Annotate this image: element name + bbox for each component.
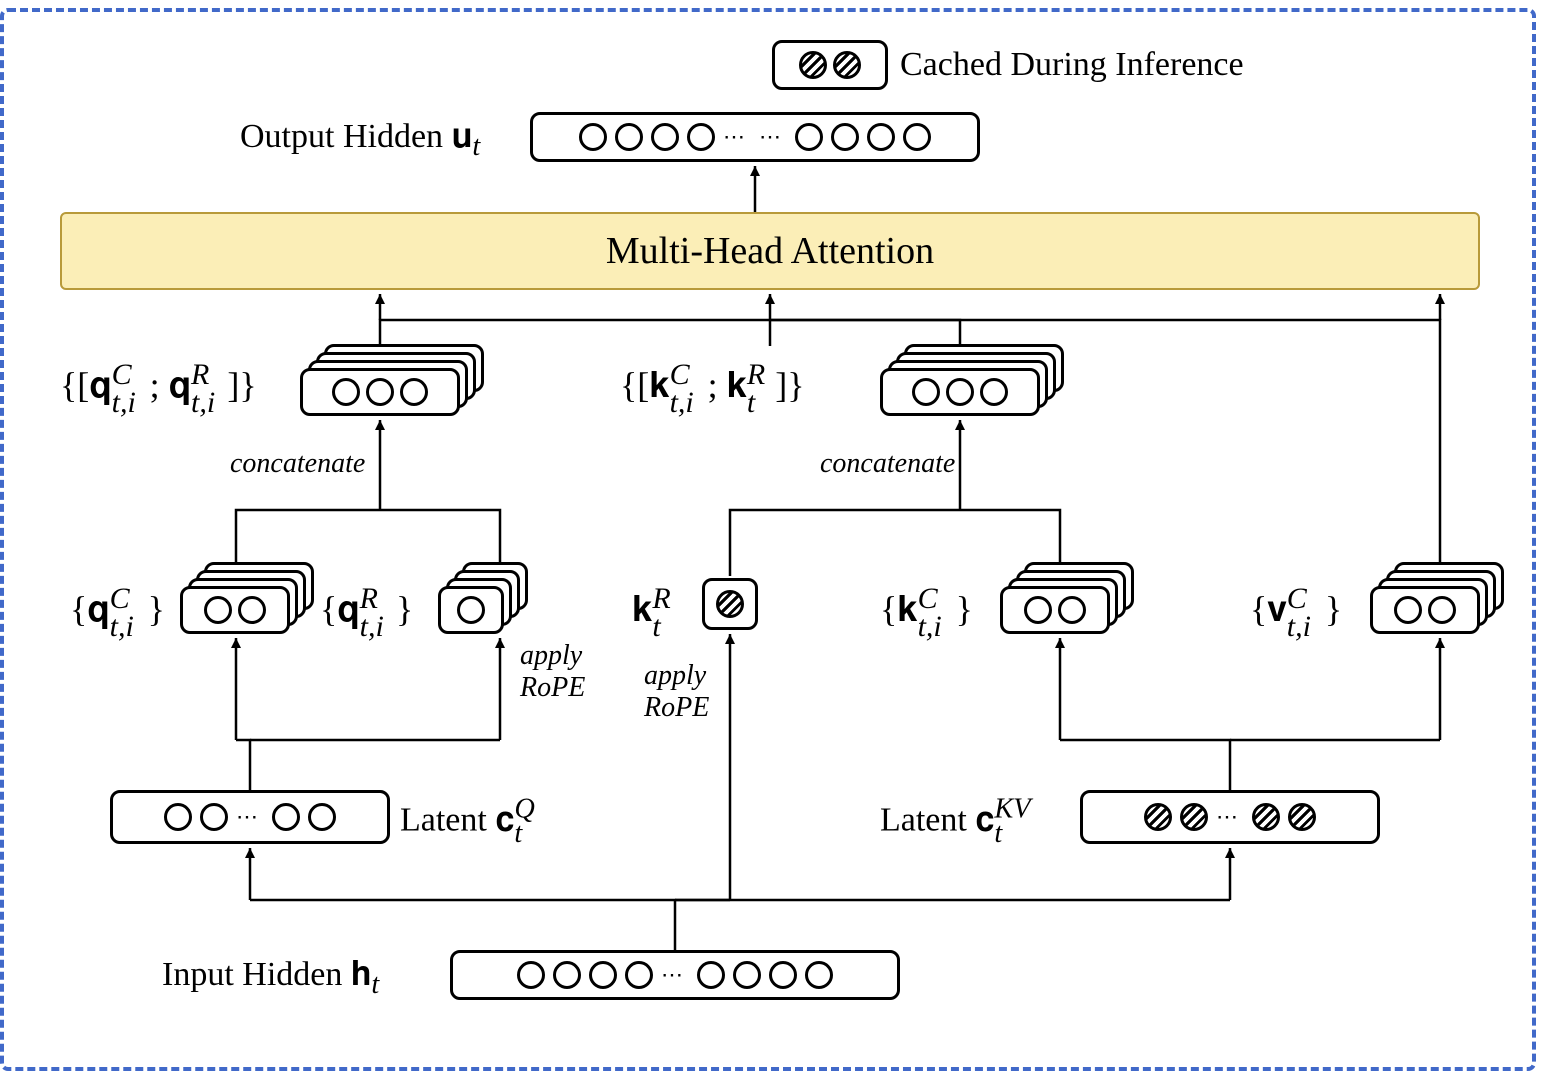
q-concat-label: {[𝐪Ct,i; 𝐪Rt,i]}	[60, 358, 257, 407]
diagram-frame	[0, 8, 1536, 1071]
vC-stack	[1370, 562, 1510, 632]
latent-q-label: Latent 𝐜Qt	[400, 794, 535, 839]
input-vector: ⋯	[450, 950, 900, 1000]
apply-rope-left: applyRoPE	[520, 640, 585, 704]
qR-stack	[438, 562, 538, 632]
multi-head-attention-block: Multi-Head Attention	[60, 212, 1480, 290]
output-vector: ⋯⋯	[530, 112, 980, 162]
vC-label: {𝐯Ct,i}	[1250, 582, 1342, 631]
latent-q-box: ⋯	[110, 790, 390, 844]
legend-box	[772, 40, 888, 90]
legend-text: Cached During Inference	[900, 46, 1244, 84]
qR-label: {𝐪Rt,i}	[320, 582, 413, 631]
k-concat-stack	[880, 344, 1070, 414]
latent-kv-box: ⋯	[1080, 790, 1380, 844]
legend-hatch-icon	[833, 51, 861, 79]
kR-label: 𝐤Rt	[632, 582, 671, 631]
q-concat-stack	[300, 344, 490, 414]
qC-label: {𝐪Ct,i}	[70, 582, 165, 631]
kC-stack	[1000, 562, 1140, 632]
input-label: Input Hidden 𝐡t	[162, 956, 379, 1001]
kC-label: {𝐤Ct,i}	[880, 582, 973, 631]
output-label: Output Hidden 𝐮t	[240, 118, 480, 163]
kR-box	[702, 578, 758, 630]
k-concat-label: {[𝐤Ct,i; 𝐤Rt]}	[620, 358, 805, 407]
legend-hatch-icon	[799, 51, 827, 79]
latent-kv-label: Latent 𝐜KVt	[880, 794, 1031, 839]
concatenate-right: concatenate	[820, 448, 955, 480]
concatenate-left: concatenate	[230, 448, 365, 480]
apply-rope-right: applyRoPE	[644, 660, 709, 724]
mha-label: Multi-Head Attention	[606, 229, 934, 273]
qC-stack	[180, 562, 320, 632]
